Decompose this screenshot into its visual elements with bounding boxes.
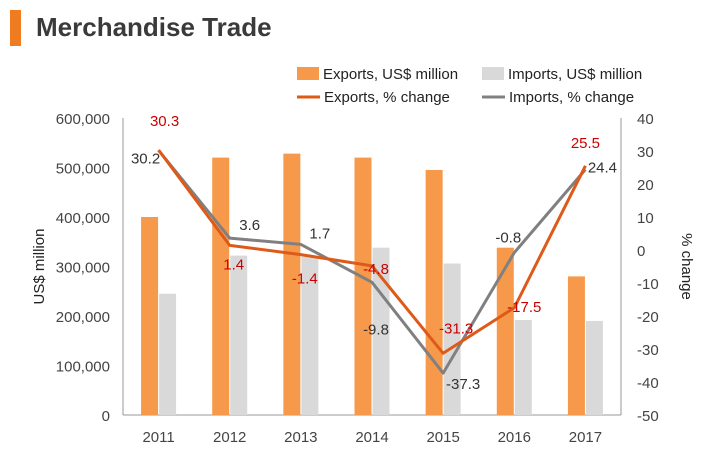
- y2-tick-label: 20: [637, 177, 654, 194]
- imports-bar: [230, 255, 248, 415]
- imports-bar: [159, 293, 177, 415]
- x-tick-label: 2016: [498, 429, 531, 446]
- exports-bar: [425, 169, 443, 415]
- y-tick-label: 0: [102, 408, 110, 425]
- exports-change-data-label: -1.4: [292, 271, 318, 288]
- y2-tick-label: 30: [637, 144, 654, 161]
- y-tick-label: 500,000: [56, 161, 110, 178]
- y2-axis-title: % change: [678, 233, 695, 300]
- exports-bar: [283, 153, 301, 415]
- exports-bar: [354, 157, 372, 415]
- exports-bar: [567, 276, 585, 415]
- imports-change-data-label: 3.6: [239, 217, 260, 234]
- legend-exports-line-label: Exports, % change: [324, 89, 450, 106]
- imports-bar: [301, 256, 319, 415]
- y2-tick-label: -10: [637, 276, 659, 293]
- legend-imports-bar-label: Imports, US$ million: [508, 66, 642, 83]
- imports-change-data-label: 24.4: [588, 159, 617, 176]
- y-tick-label: 400,000: [56, 210, 110, 227]
- imports-change-data-label: -37.3: [446, 376, 480, 393]
- legend-imports-bar-swatch: [482, 67, 504, 80]
- y-tick-label: 100,000: [56, 359, 110, 376]
- y2-tick-label: 40: [637, 111, 654, 128]
- y-tick-label: 200,000: [56, 309, 110, 326]
- imports-change-data-label: 1.7: [309, 225, 330, 242]
- title-accent-bar: [10, 10, 21, 46]
- exports-change-data-label: -4.8: [363, 261, 389, 278]
- exports-bar: [496, 247, 514, 415]
- imports-bar: [514, 319, 532, 415]
- x-tick-label: 2014: [355, 429, 388, 446]
- page-title: Merchandise Trade: [36, 12, 272, 42]
- exports-change-data-label: 1.4: [223, 256, 244, 273]
- y-tick-label: 300,000: [56, 260, 110, 277]
- imports-bar: [443, 263, 461, 415]
- legend-exports-bar-label: Exports, US$ million: [323, 66, 458, 83]
- exports-change-data-label: 30.3: [150, 113, 179, 130]
- legend-imports-line-label: Imports, % change: [509, 89, 634, 106]
- y2-tick-label: -50: [637, 408, 659, 425]
- legend-exports-bar-swatch: [297, 67, 319, 80]
- x-tick-label: 2012: [213, 429, 246, 446]
- exports-change-line: [157, 149, 587, 355]
- y2-tick-label: -40: [637, 375, 659, 392]
- exports-bar: [212, 157, 230, 415]
- y2-tick-label: -30: [637, 342, 659, 359]
- x-tick-label: 2011: [142, 429, 174, 446]
- y2-tick-label: -20: [637, 309, 659, 326]
- y2-tick-label: 10: [637, 210, 654, 227]
- exports-change-data-label: -31.3: [439, 320, 473, 337]
- exports-change-data-label: 25.5: [571, 135, 600, 152]
- x-tick-label: 2017: [569, 429, 602, 446]
- imports-change-data-label: -0.8: [495, 230, 521, 247]
- x-tick-label: 2015: [426, 429, 459, 446]
- exports-change-data-label: -17.5: [507, 299, 541, 316]
- imports-change-line: [157, 149, 587, 375]
- imports-change-data-label: -9.8: [363, 321, 389, 338]
- y2-tick-label: 0: [637, 243, 645, 260]
- y-axis-title: US$ million: [31, 229, 48, 305]
- x-tick-label: 2013: [284, 429, 317, 446]
- imports-change-data-label: 30.2: [131, 150, 160, 167]
- imports-bar: [585, 320, 603, 415]
- y-tick-label: 600,000: [56, 111, 110, 128]
- exports-bar: [141, 217, 159, 415]
